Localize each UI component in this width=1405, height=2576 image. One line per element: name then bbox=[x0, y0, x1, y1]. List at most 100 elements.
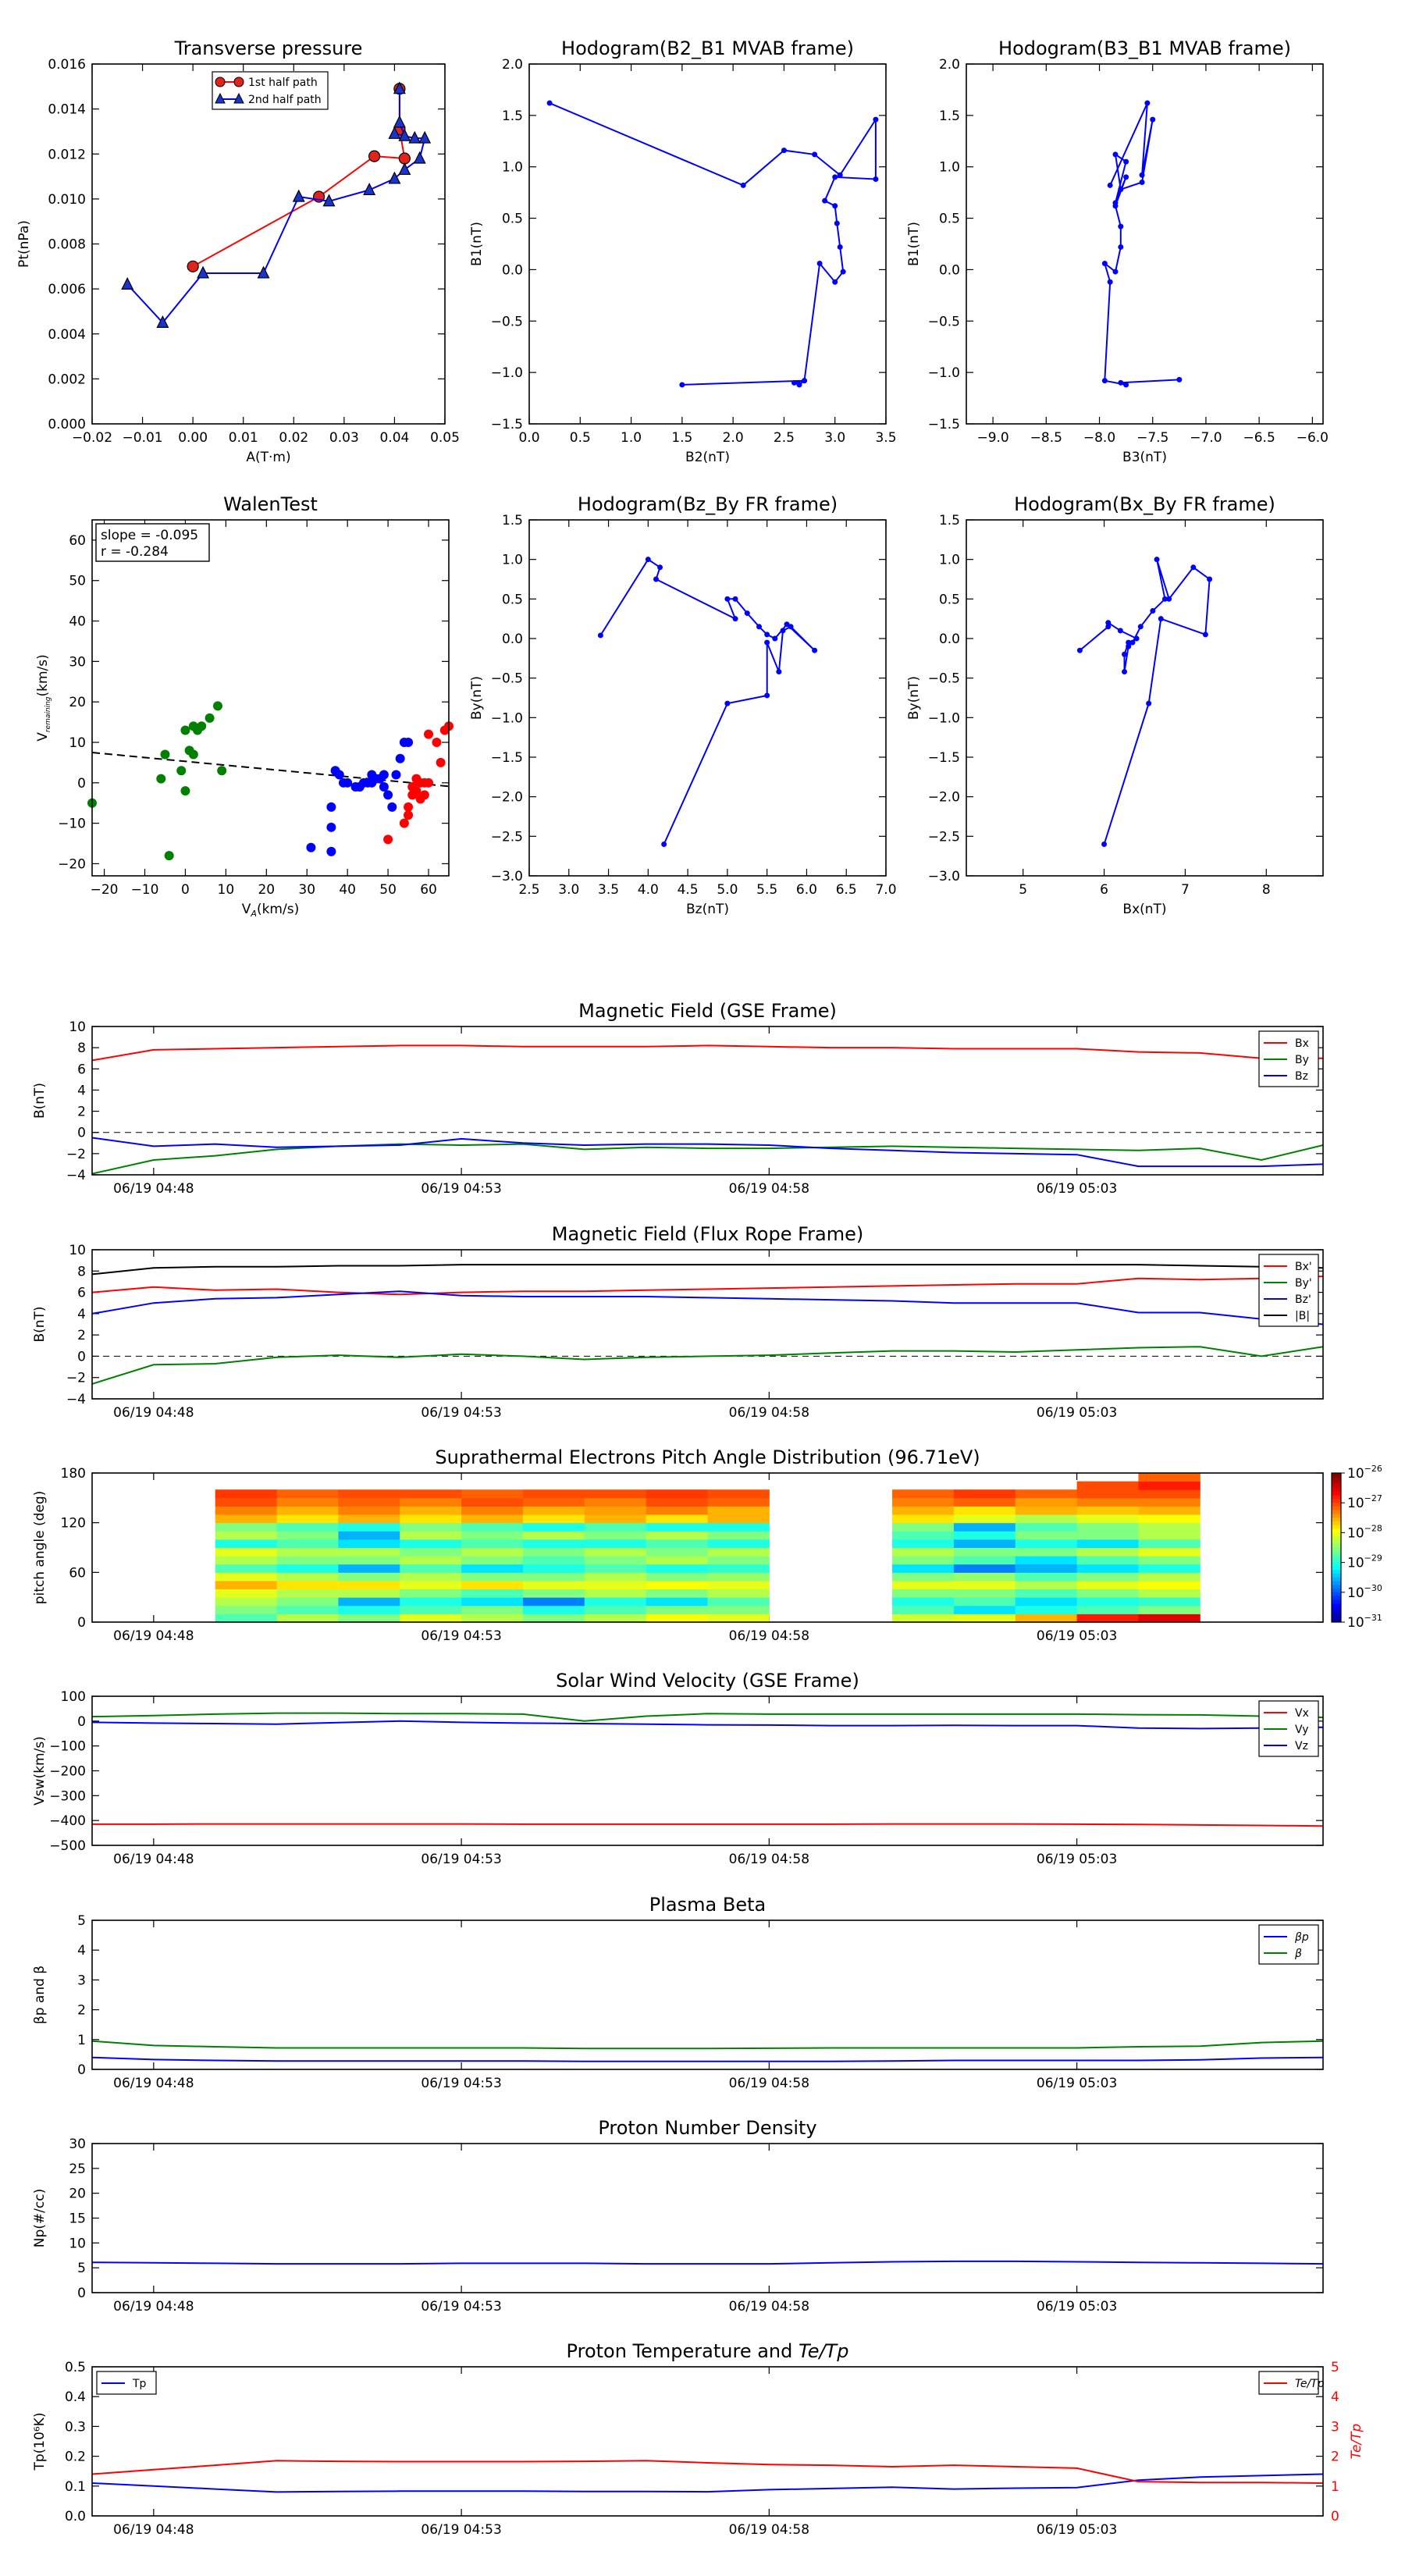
y-tick-label-right: 1 bbox=[1331, 2479, 1339, 2495]
heatmap-cell bbox=[276, 1522, 339, 1532]
y-tick-label: −2.5 bbox=[491, 829, 523, 845]
x-tick-label: 7 bbox=[1181, 882, 1190, 898]
x-tick-label: −8.5 bbox=[1030, 430, 1062, 446]
legend-label: Te/Tp bbox=[1295, 2378, 1325, 2390]
y-tick-label: 8 bbox=[77, 1041, 86, 1056]
y-tick-label: 0.0 bbox=[939, 262, 960, 278]
heatmap-cell bbox=[461, 1497, 524, 1507]
colorbar-segment bbox=[1332, 1547, 1341, 1552]
x-tick-label: 0.05 bbox=[430, 430, 460, 446]
colorbar-segment bbox=[1332, 1525, 1341, 1530]
heatmap-cell bbox=[953, 1564, 1016, 1573]
hodogram-b3-b1-chart: Hodogram(B3_B1 MVAB frame) −9.0 −8.5 −8.0 −7… bbox=[906, 37, 1329, 465]
chart-title: Hodogram(B3_B1 MVAB frame) bbox=[998, 37, 1291, 59]
legend-label: Bx' bbox=[1295, 1261, 1312, 1273]
β-line bbox=[91, 2040, 1324, 2050]
y-tick-label: 0.0 bbox=[502, 262, 523, 278]
y-tick-label: 3 bbox=[77, 1973, 86, 1988]
x-tick-label: 0.0 bbox=[518, 430, 539, 446]
heatmap-cell bbox=[522, 1514, 585, 1524]
x-tick-label: 0.02 bbox=[279, 430, 308, 446]
colorbar-segment bbox=[1332, 1503, 1341, 1507]
heatmap-cell bbox=[646, 1531, 708, 1540]
x-tick-label: 3.5 bbox=[598, 882, 619, 898]
heatmap-cell bbox=[892, 1614, 955, 1623]
heatmap-cell bbox=[584, 1506, 647, 1515]
y-tick-label: −3.0 bbox=[928, 869, 960, 884]
data-point bbox=[1112, 151, 1119, 158]
data-point bbox=[1107, 279, 1113, 285]
y-tick-label: 0.006 bbox=[48, 282, 86, 297]
heatmap-cell bbox=[584, 1597, 647, 1606]
x-tick-label: 06/19 05:03 bbox=[1037, 1628, 1117, 1644]
data-point bbox=[744, 610, 750, 617]
colorbar-segment bbox=[1332, 1491, 1341, 1496]
y-tick-label: 10 bbox=[69, 1243, 86, 1258]
heatmap-cell bbox=[338, 1597, 400, 1606]
colorbar-segment bbox=[1332, 1521, 1341, 1526]
y-tick-label: −0.5 bbox=[928, 671, 960, 687]
data-point bbox=[657, 564, 663, 571]
scatter-point bbox=[306, 842, 316, 852]
y-tick-label: 1.5 bbox=[502, 513, 523, 528]
heatmap-cell bbox=[400, 1614, 462, 1623]
y-tick-label: −3.0 bbox=[491, 869, 523, 884]
data-point-triangle bbox=[398, 162, 411, 176]
heatmap-cell bbox=[953, 1506, 1016, 1515]
heatmap-cell bbox=[215, 1497, 278, 1507]
data-point bbox=[1122, 651, 1128, 657]
y-tick-label: 0.2 bbox=[65, 2450, 86, 2465]
heatmap-cell bbox=[892, 1514, 955, 1524]
axes-frame bbox=[91, 63, 446, 425]
data-point bbox=[1122, 669, 1128, 675]
By-line bbox=[91, 1143, 1324, 1175]
chart-title: Magnetic Field (GSE Frame) bbox=[578, 1000, 837, 1022]
proton-density-chart: Proton Number Density 06/19 04:48 06/19 04… bbox=[32, 2117, 1324, 2314]
data-point bbox=[645, 557, 651, 563]
Bz-line bbox=[91, 1137, 1324, 1168]
x-tick-label: 1.5 bbox=[671, 430, 692, 446]
colorbar-segment bbox=[1332, 1488, 1341, 1493]
heatmap-cell bbox=[953, 1589, 1016, 1598]
data-point bbox=[740, 182, 746, 188]
heatmap-cell bbox=[276, 1506, 339, 1515]
heatmap-cell bbox=[1138, 1556, 1200, 1565]
heatmap-cell bbox=[338, 1531, 400, 1540]
heatmap-cell bbox=[215, 1580, 278, 1590]
heatmap-cell bbox=[1076, 1564, 1139, 1573]
data-point bbox=[832, 174, 838, 180]
colorbar-label: 10−27 bbox=[1347, 1493, 1382, 1511]
y-tick-label: −1.0 bbox=[928, 710, 960, 726]
heatmap-cell bbox=[400, 1497, 462, 1507]
x-tick-label: −0.02 bbox=[72, 430, 112, 446]
x-tick-label: 3.0 bbox=[558, 882, 579, 898]
data-point-triangle bbox=[197, 265, 210, 279]
data-point bbox=[1101, 378, 1108, 384]
scatter-point bbox=[436, 757, 446, 767]
data-point bbox=[812, 647, 818, 653]
axes-frame bbox=[528, 519, 887, 877]
y-tick-label: 0.002 bbox=[48, 372, 86, 387]
heatmap-cell bbox=[646, 1572, 708, 1582]
chart-title: Suprathermal Electrons Pitch Angle Distr… bbox=[435, 1446, 980, 1468]
chart-title: Transverse pressure bbox=[174, 37, 363, 59]
data-point bbox=[1126, 639, 1132, 646]
heatmap-cell bbox=[707, 1547, 770, 1557]
y-axis-label: Vremaining(km/s) bbox=[35, 654, 52, 742]
axes-frame bbox=[91, 1472, 1324, 1623]
x-tick-label: 06/19 04:53 bbox=[421, 1181, 501, 1197]
heatmap-cell bbox=[1138, 1531, 1200, 1540]
heatmap-cell bbox=[1015, 1489, 1078, 1499]
y-tick-label: 0.5 bbox=[939, 212, 960, 227]
heatmap-cell bbox=[400, 1539, 462, 1548]
x-tick-label: 60 bbox=[420, 882, 437, 898]
series-line bbox=[1079, 559, 1211, 845]
Bz'-line bbox=[91, 1290, 1324, 1325]
y-tick-label: 0.1 bbox=[65, 2479, 86, 2495]
data-point bbox=[1129, 639, 1136, 646]
colorbar-segment bbox=[1332, 1528, 1341, 1533]
x-tick-label: 06/19 05:03 bbox=[1037, 1405, 1117, 1421]
heatmap-cell bbox=[1076, 1597, 1139, 1606]
heatmap-cell bbox=[461, 1547, 524, 1557]
y-tick-label: 0 bbox=[77, 2062, 86, 2078]
